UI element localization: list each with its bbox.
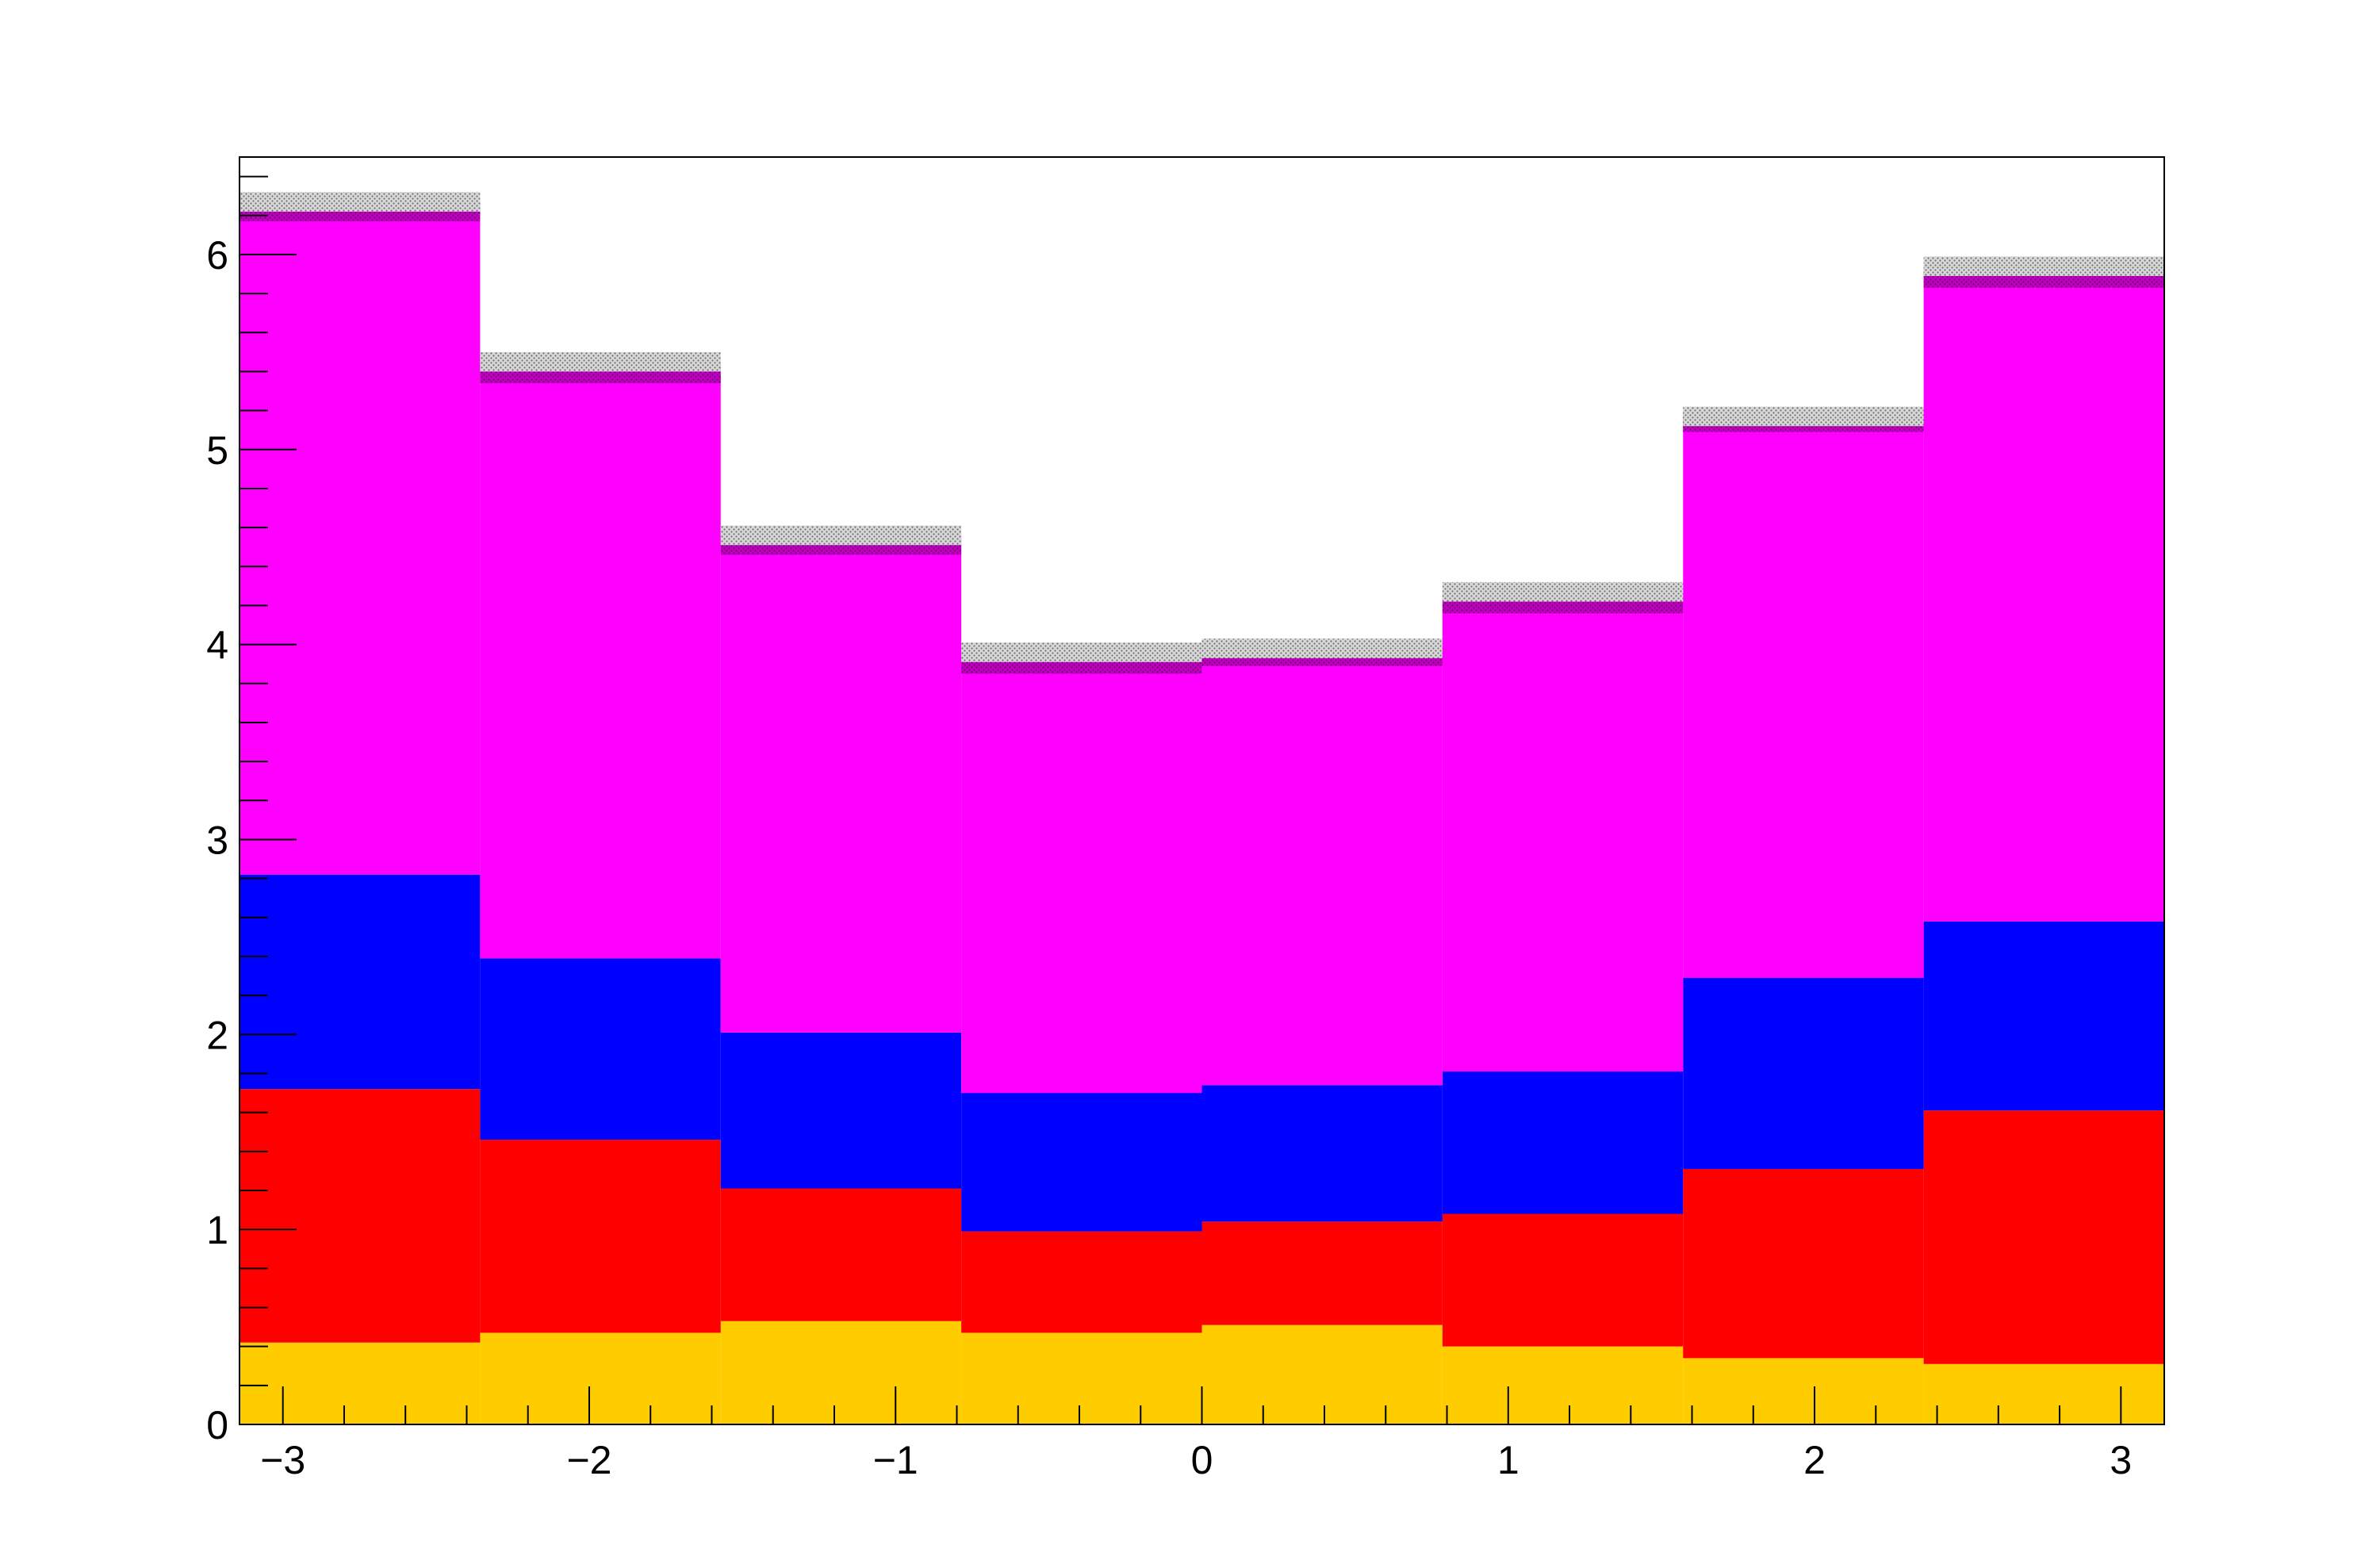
bar-series1-bin3 <box>961 1231 1202 1333</box>
bar-series3-bin5 <box>1442 603 1684 1072</box>
bar-series1-bin4 <box>1201 1221 1443 1325</box>
total-uncertainty-band-bin5 <box>1442 581 1684 602</box>
bar-series3-bin4 <box>1201 656 1443 1086</box>
x-tick-label-6: 3 <box>2110 1438 2132 1482</box>
total-uncertainty-band-bin7 <box>1923 256 2164 276</box>
total-uncertainty-band-bin6 <box>1683 406 1924 427</box>
bar-series0-bin3 <box>961 1332 1202 1424</box>
bar-series1-bin7 <box>1923 1110 2164 1364</box>
x-tick-label-2: −1 <box>873 1438 918 1482</box>
y-tick-label-4: 4 <box>206 623 228 668</box>
bar-series2-bin2 <box>720 1032 962 1189</box>
bar-series0-bin2 <box>720 1321 962 1424</box>
total-uncertainty-band-bin3 <box>961 642 1202 662</box>
bar-series0-bin1 <box>480 1332 721 1424</box>
bar-series2-bin3 <box>961 1093 1202 1232</box>
bar-series3-bin2 <box>720 545 962 1033</box>
bar-series1-bin1 <box>480 1140 721 1333</box>
x-tick-label-4: 1 <box>1497 1438 1519 1482</box>
y-tick-label-6: 6 <box>206 233 228 278</box>
bar-series2-bin6 <box>1683 978 1924 1169</box>
bar-series0-bin4 <box>1201 1325 1443 1424</box>
y-tick-label-5: 5 <box>206 428 228 473</box>
bar-series1-bin5 <box>1442 1213 1684 1347</box>
total-uncertainty-band-bin1 <box>480 351 721 372</box>
bar-series1-bin0 <box>240 1089 481 1343</box>
bar-series0-bin5 <box>1442 1346 1684 1424</box>
bar-series3-bin3 <box>961 664 1202 1094</box>
bar-series2-bin4 <box>1201 1085 1443 1222</box>
x-tick-label-0: −3 <box>260 1438 305 1482</box>
y-tick-label-2: 2 <box>206 1013 228 1057</box>
bar-series2-bin1 <box>480 958 721 1141</box>
y-tick-label-1: 1 <box>206 1208 228 1252</box>
bar-series2-bin5 <box>1442 1072 1684 1214</box>
bar-series3-bin6 <box>1683 422 1924 979</box>
y-tick-label-3: 3 <box>206 818 228 862</box>
bar-series2-bin7 <box>1923 921 2164 1111</box>
bar-series3-bin1 <box>480 373 721 959</box>
bar-series0-bin0 <box>240 1342 481 1424</box>
y-tick-label-0: 0 <box>206 1403 228 1447</box>
total-uncertainty-band-bin4 <box>1201 638 1443 658</box>
uncertainty-bands <box>240 192 2164 674</box>
bar-series1-bin6 <box>1683 1168 1924 1359</box>
x-tick-label-3: 0 <box>1191 1438 1213 1482</box>
total-uncertainty-band-bin2 <box>720 525 962 546</box>
histogram-bars <box>240 211 2164 1424</box>
bar-series3-bin0 <box>240 211 481 875</box>
bar-series0-bin7 <box>1923 1363 2164 1424</box>
bar-series2-bin0 <box>240 874 481 1090</box>
x-tick-label-5: 2 <box>1803 1438 1826 1482</box>
bar-series1-bin2 <box>720 1188 962 1321</box>
bar-series3-bin7 <box>1923 278 2164 922</box>
x-tick-label-1: −2 <box>566 1438 611 1482</box>
total-uncertainty-band-bin0 <box>240 192 481 212</box>
axes: −3 −2 −1 0 1 2 3 0 1 2 3 4 5 6 <box>206 175 2132 1482</box>
bar-series0-bin6 <box>1683 1358 1924 1424</box>
